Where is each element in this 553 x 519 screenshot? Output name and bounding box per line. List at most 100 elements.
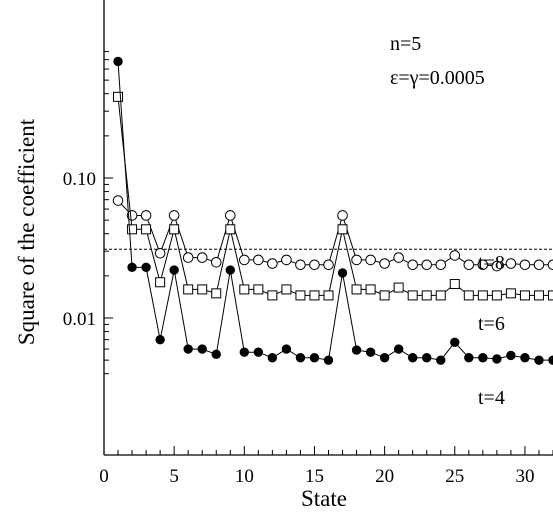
x-tick-label: 30 bbox=[515, 466, 534, 487]
series-label-t6: t=6 bbox=[478, 313, 505, 335]
x-tick-label: 25 bbox=[445, 466, 464, 487]
data-point bbox=[351, 254, 362, 266]
data-point bbox=[505, 288, 516, 299]
data-point bbox=[211, 349, 221, 360]
data-point bbox=[436, 355, 446, 365]
series-open-circle bbox=[112, 195, 553, 272]
data-point bbox=[365, 347, 376, 357]
data-point bbox=[435, 290, 446, 301]
data-point bbox=[182, 252, 194, 263]
data-point bbox=[267, 290, 278, 301]
data-point bbox=[309, 290, 320, 301]
series-open-square bbox=[113, 91, 553, 301]
data-point bbox=[267, 353, 278, 363]
data-point bbox=[450, 337, 460, 348]
data-point bbox=[126, 210, 138, 221]
data-point bbox=[211, 288, 222, 299]
data-point bbox=[281, 254, 292, 266]
annotation-n: n=5 bbox=[390, 33, 421, 55]
data-point bbox=[225, 224, 236, 235]
data-point bbox=[323, 259, 334, 271]
data-point bbox=[477, 290, 488, 301]
data-point bbox=[197, 284, 208, 295]
x-tick-label: 0 bbox=[99, 466, 109, 487]
data-point bbox=[393, 282, 404, 293]
data-point bbox=[197, 344, 207, 354]
data-point bbox=[183, 344, 193, 354]
data-point bbox=[183, 284, 194, 295]
series-label-t8: t=8 bbox=[478, 252, 505, 274]
data-point bbox=[196, 252, 208, 263]
data-point bbox=[155, 334, 165, 345]
data-point bbox=[267, 258, 278, 269]
y-axis-title: Square of the coefficient bbox=[14, 118, 39, 345]
x-tick-label: 20 bbox=[375, 466, 394, 487]
data-point bbox=[351, 284, 362, 295]
data-point bbox=[337, 224, 348, 235]
data-point bbox=[449, 278, 460, 289]
data-point bbox=[281, 344, 292, 354]
y-tick-label: 0.01 bbox=[63, 309, 96, 330]
data-point bbox=[421, 259, 433, 271]
data-point bbox=[239, 254, 250, 266]
data-point bbox=[239, 284, 250, 295]
data-point bbox=[253, 347, 264, 357]
data-point bbox=[492, 354, 502, 364]
data-point bbox=[463, 259, 475, 271]
data-point bbox=[155, 277, 166, 288]
data-point bbox=[253, 254, 264, 266]
y-tick-label: 0.10 bbox=[63, 169, 96, 190]
data-point bbox=[534, 355, 544, 365]
data-point bbox=[141, 224, 152, 235]
data-point bbox=[407, 259, 418, 271]
data-point bbox=[491, 260, 503, 272]
data-point bbox=[281, 284, 292, 295]
data-point bbox=[506, 350, 516, 361]
data-point bbox=[365, 254, 376, 266]
data-point bbox=[505, 258, 517, 269]
data-point bbox=[154, 247, 166, 259]
data-point bbox=[547, 259, 553, 271]
data-point bbox=[169, 265, 179, 275]
annotation-epsilon-gamma: ε=γ=0.0005 bbox=[390, 67, 485, 89]
x-tick-label: 10 bbox=[235, 466, 254, 487]
data-point bbox=[309, 259, 320, 271]
data-point bbox=[169, 224, 180, 235]
data-point bbox=[407, 290, 418, 301]
data-point bbox=[365, 284, 376, 295]
data-point bbox=[520, 353, 530, 363]
data-point bbox=[113, 56, 123, 67]
data-point bbox=[337, 268, 348, 278]
data-point bbox=[393, 344, 404, 354]
data-point bbox=[323, 290, 334, 301]
data-point bbox=[464, 353, 474, 363]
ticks-layer: 0 5 10 15 20 25 30 0.01 0.10 bbox=[63, 51, 553, 487]
data-point bbox=[337, 210, 348, 221]
data-point bbox=[127, 262, 137, 273]
data-point bbox=[421, 290, 432, 301]
data-point bbox=[393, 252, 404, 263]
x-tick-label: 15 bbox=[305, 466, 324, 487]
data-point bbox=[127, 224, 138, 235]
data-point bbox=[224, 210, 236, 221]
data-point bbox=[210, 256, 222, 268]
data-point bbox=[478, 353, 488, 363]
data-point bbox=[379, 258, 390, 269]
data-point bbox=[295, 353, 306, 363]
data-point bbox=[295, 290, 306, 301]
data-point bbox=[463, 290, 474, 301]
data-point bbox=[519, 259, 531, 271]
data-point bbox=[533, 290, 544, 301]
data-point bbox=[491, 290, 502, 301]
data-point bbox=[140, 210, 152, 221]
data-point bbox=[435, 259, 447, 271]
data-point bbox=[519, 290, 530, 301]
data-point bbox=[379, 290, 390, 301]
data-point bbox=[112, 195, 124, 206]
data-point bbox=[323, 355, 334, 365]
x-tick-label: 5 bbox=[169, 466, 179, 487]
data-point bbox=[309, 353, 320, 363]
series-label-t4: t=4 bbox=[478, 387, 505, 409]
data-point bbox=[533, 259, 545, 271]
